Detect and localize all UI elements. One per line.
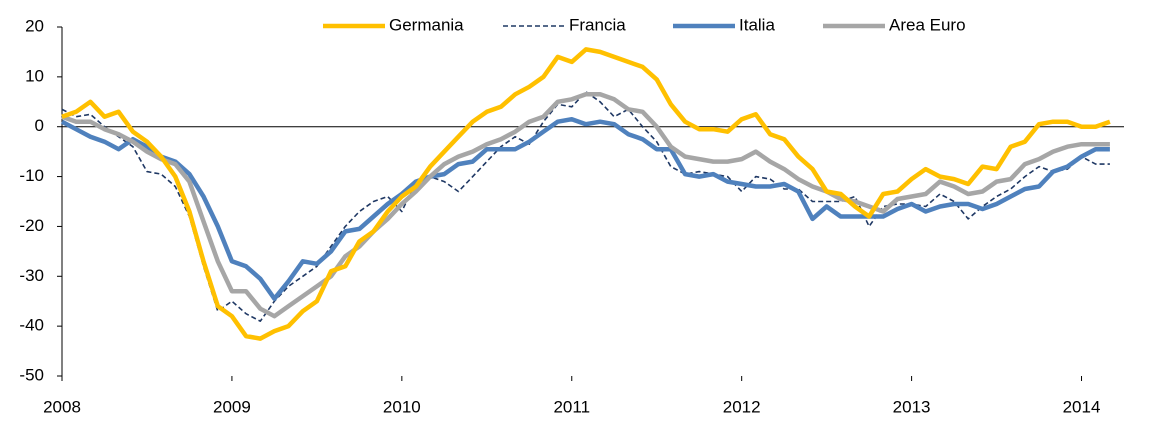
y-tick-label: -20 (19, 216, 44, 235)
y-tick-label: -50 (19, 365, 44, 384)
line-series (60, 116, 1110, 301)
x-tick-label: 2008 (43, 397, 81, 416)
x-tick-label: 2013 (893, 397, 931, 416)
x-tick-label: 2010 (383, 397, 421, 416)
legend-label: Germania (389, 15, 464, 34)
x-tick-label: 2009 (213, 397, 251, 416)
y-tick-label: -30 (19, 266, 44, 285)
x-tick-label: 2011 (553, 397, 590, 416)
legend-label: Area Euro (889, 15, 966, 34)
y-tick-label: 10 (25, 66, 44, 85)
y-tick-label: 0 (35, 116, 44, 135)
legend-label: Francia (569, 15, 626, 34)
x-tick-label: 2014 (1063, 397, 1101, 416)
legend-label: Italia (739, 15, 775, 34)
y-tick-label: -40 (19, 316, 44, 335)
line-series (61, 47, 1111, 341)
x-tick-label: 2012 (723, 397, 761, 416)
y-tick-label: 20 (25, 16, 44, 35)
line-series (61, 92, 1110, 319)
y-tick-label: -10 (19, 166, 44, 185)
